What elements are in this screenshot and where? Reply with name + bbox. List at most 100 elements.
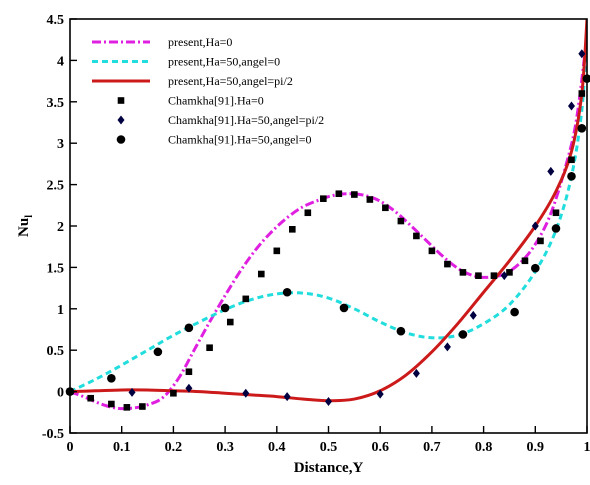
data-point-series-3: [537, 237, 544, 245]
data-point-series-4: [185, 383, 193, 393]
data-point-series-5: [107, 374, 116, 383]
data-point-series-3: [273, 247, 281, 255]
data-point-series-3: [335, 190, 343, 198]
data-point-series-3: [226, 318, 234, 326]
tick-layer: 0 0.1 0.2 0.3 0.4 0.5 0.6 0.7 0.8 0.9 1-0.500.511.…: [42, 13, 590, 455]
data-point-series-3: [320, 195, 327, 202]
x-tick-label: 1: [584, 440, 590, 455]
data-point-series-4: [325, 397, 332, 407]
x-tick-label: 0.7: [423, 440, 441, 455]
data-point-series-3: [521, 257, 529, 265]
x-axis-title: Distance,Y: [294, 460, 364, 476]
data-point-series-3: [366, 196, 374, 203]
series-line-1: [70, 35, 587, 393]
y-tick-label: 0: [57, 386, 64, 401]
data-point-series-4: [500, 271, 508, 281]
data-point-series-4: [443, 342, 451, 352]
data-point-series-4: [469, 310, 477, 320]
data-point-series-3: [490, 272, 498, 279]
data-point-series-3: [568, 156, 575, 164]
data-point-series-3: [444, 260, 451, 268]
y-tick-label: -0.5: [42, 427, 64, 442]
series-line-0: [70, 35, 587, 411]
data-point-series-5: [184, 323, 194, 333]
y-tick-label: 1.5: [47, 261, 65, 276]
data-point-series-3: [475, 272, 482, 279]
legend-swatch-4: [117, 115, 125, 125]
y-tick-label: 4: [57, 54, 64, 69]
data-point-series-5: [396, 326, 406, 336]
data-point-series-4: [128, 387, 136, 397]
y-axis-title: Nul: [16, 215, 35, 237]
data-point-series-4: [531, 221, 539, 231]
data-point-series-3: [108, 400, 115, 408]
data-point-series-4: [567, 101, 575, 111]
y-tick-label: 2.5: [47, 179, 65, 194]
data-point-series-5: [577, 123, 587, 133]
legend-label-1: present,Ha=50,angel=0: [168, 55, 280, 69]
data-point-series-5: [551, 224, 561, 233]
data-point-series-3: [397, 217, 405, 225]
data-point-series-3: [170, 389, 177, 397]
legend-swatch-3: [117, 97, 125, 104]
x-tick-label: 0.6: [371, 440, 389, 455]
data-point-series-3: [87, 394, 94, 402]
series-layer: [70, 19, 587, 411]
data-point-series-4: [283, 392, 291, 402]
legend-label-4: Chamkha[91].Ha=50,angel=pi/2: [168, 113, 324, 127]
data-point-series-4: [547, 166, 555, 176]
legend-label-5: Chamkha[91].Ha=50,angel=0: [168, 133, 312, 147]
data-point-series-4: [578, 49, 586, 59]
data-point-series-3: [351, 191, 358, 198]
legend: present,Ha=0 present,Ha=50,angel=0 present…: [92, 35, 324, 147]
data-point-series-3: [459, 269, 467, 276]
data-point-series-3: [139, 403, 146, 410]
data-point-series-5: [282, 287, 292, 297]
data-point-series-4: [242, 388, 250, 398]
data-point-series-3: [289, 226, 296, 233]
legend-label-0: present,Ha=0: [168, 35, 232, 49]
data-point-series-4: [376, 389, 384, 399]
data-point-series-5: [567, 172, 576, 181]
marker-layer: [65, 49, 590, 411]
y-tick-label: 4.5: [47, 13, 65, 28]
data-point-series-3: [185, 368, 193, 376]
data-point-series-5: [510, 307, 519, 317]
data-point-series-3: [206, 344, 213, 352]
data-point-series-3: [242, 295, 250, 303]
data-point-series-3: [552, 209, 560, 217]
x-tick-label: 0.8: [475, 440, 493, 455]
legend-swatch-5: [116, 135, 126, 144]
data-point-series-3: [578, 90, 586, 97]
data-point-series-5: [220, 303, 230, 313]
data-point-series-5: [458, 330, 468, 339]
data-point-series-3: [123, 404, 131, 411]
legend-label-3: Chamkha[91].Ha=0: [168, 94, 264, 108]
data-point-series-5: [531, 263, 540, 273]
y-tick-label: 3: [57, 137, 64, 152]
legend-label-2: present,Ha=50,angel=pi/2: [168, 74, 293, 88]
data-point-series-3: [413, 232, 420, 240]
y-tick-label: 1: [57, 303, 64, 318]
y-tick-label: 3.5: [47, 96, 65, 111]
data-point-series-3: [506, 269, 513, 276]
x-tick-label: 0: [67, 440, 74, 455]
x-tick-label: 0.3: [216, 440, 234, 455]
data-point-series-3: [304, 209, 312, 217]
data-point-series-4: [412, 368, 420, 378]
y-tick-label: 0.5: [47, 344, 65, 359]
series-line-2: [70, 19, 587, 403]
data-point-series-5: [153, 347, 163, 357]
y-axis-title-subscript: l: [24, 215, 35, 218]
x-tick-label: 0.5: [320, 440, 338, 455]
y-tick-label: 2: [57, 220, 64, 235]
data-point-series-3: [382, 204, 389, 212]
data-point-series-5: [339, 303, 349, 313]
x-tick-label: 0.1: [113, 440, 131, 455]
data-point-series-3: [257, 270, 265, 278]
x-tick-label: 0.2: [165, 440, 183, 455]
data-point-series-3: [428, 247, 436, 255]
y-axis-title-main: Nu: [16, 218, 32, 237]
x-tick-label: 0.9: [527, 440, 545, 455]
